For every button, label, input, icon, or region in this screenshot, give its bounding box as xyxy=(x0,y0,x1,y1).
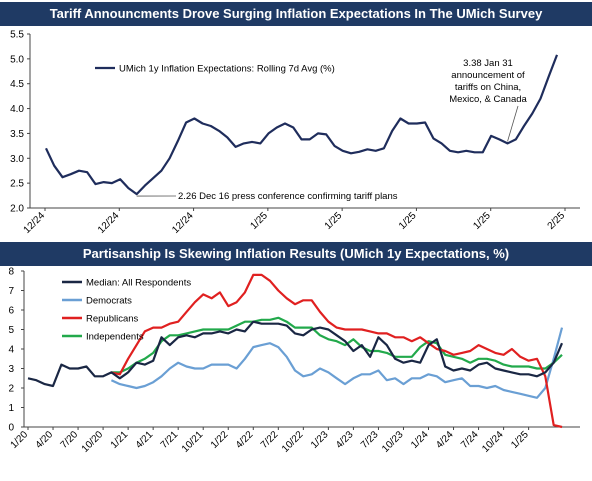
x-tick-label: 7/22 xyxy=(259,429,281,451)
x-tick-label: 1/25 xyxy=(397,210,419,232)
y-tick-label: 2.5 xyxy=(10,179,24,190)
bottom-chart-legend: Median: All Respondents Democrats Republic… xyxy=(62,278,191,343)
x-tick-label: 10/21 xyxy=(180,429,206,455)
y-tick-label: 5.5 xyxy=(10,30,24,41)
legend-label: UMich 1y Inflation Expectations: Rolling… xyxy=(119,64,335,75)
y-tick-label: 5 xyxy=(8,325,14,336)
x-tick-label: 1/24 xyxy=(409,429,431,451)
y-tick-label: 6 xyxy=(8,306,14,317)
y-tick-label: 5.0 xyxy=(10,54,24,65)
x-tick-label: 10/20 xyxy=(80,429,106,455)
x-tick-label: 1/22 xyxy=(209,429,231,451)
x-tick-label: 4/22 xyxy=(234,429,256,451)
x-tick-label: 12/24 xyxy=(96,210,122,236)
x-tick-label: 1/25 xyxy=(323,210,345,232)
x-tick-label: 7/24 xyxy=(459,429,481,451)
annotation-jan31-line: announcement of xyxy=(451,70,525,81)
x-tick-label: 10/23 xyxy=(380,429,406,455)
x-tick-label: 7/23 xyxy=(359,429,381,451)
legend-label: Median: All Respondents xyxy=(86,278,191,289)
y-tick-label: 4.5 xyxy=(10,79,24,90)
legend-label: Independents xyxy=(86,332,144,343)
annotation-jan31-line: 3.38 Jan 31 xyxy=(463,58,513,69)
x-tick-label: 10/24 xyxy=(480,429,506,455)
x-tick-label: 2/25 xyxy=(546,210,568,232)
x-tick-label: 7/20 xyxy=(59,429,81,451)
series-line-democrats xyxy=(110,327,564,399)
y-tick-label: 7 xyxy=(8,286,14,297)
y-tick-label: 3 xyxy=(8,364,14,375)
annotation-jan31-line: tariffs on China, xyxy=(455,82,521,93)
y-tick-label: 1 xyxy=(8,403,14,414)
series-line-republicans xyxy=(111,273,563,429)
series-line-umich-1y xyxy=(45,54,559,196)
x-tick-label: 4/23 xyxy=(334,429,356,451)
top-chart-title: Tariff Announcments Drove Surging Inflat… xyxy=(0,2,592,26)
x-tick-label: 1/23 xyxy=(309,429,331,451)
x-tick-label: 4/20 xyxy=(34,429,56,451)
x-tick-label: 1/25 xyxy=(509,429,531,451)
top-chart-lines xyxy=(45,54,559,196)
top-chart-legend: UMich 1y Inflation Expectations: Rolling… xyxy=(95,64,335,75)
x-tick-label: 1/21 xyxy=(109,429,131,451)
annotation-dec16: 2.26 Dec 16 press conference confirming … xyxy=(178,191,398,202)
x-tick-label: 7/21 xyxy=(159,429,181,451)
x-tick-label: 4/21 xyxy=(134,429,156,451)
y-tick-label: 8 xyxy=(8,267,14,278)
bottom-chart-title: Partisanship Is Skewing Inflation Result… xyxy=(0,242,592,266)
y-tick-label: 3.0 xyxy=(10,154,24,165)
annotation-leader-jan31 xyxy=(507,105,519,142)
y-tick-label: 0 xyxy=(8,423,14,434)
x-tick-label: 12/24 xyxy=(22,210,48,236)
x-tick-label: 1/25 xyxy=(471,210,493,232)
x-tick-label: 12/24 xyxy=(170,210,196,236)
y-tick-label: 3.5 xyxy=(10,129,24,140)
annotation-jan31-line: Mexico, & Canada xyxy=(449,94,527,105)
top-chart: 2.0 2.5 3.0 3.5 4.0 4.5 5.0 5.5 12/24 12/24 12/24 1… xyxy=(10,30,580,236)
y-tick-label: 4.0 xyxy=(10,104,24,115)
y-tick-label: 2.0 xyxy=(10,204,24,215)
x-tick-label: 1/25 xyxy=(248,210,270,232)
series-line-independents xyxy=(111,316,563,374)
x-tick-label: 4/24 xyxy=(434,429,456,451)
legend-label: Democrats xyxy=(86,296,132,307)
x-tick-label: 10/22 xyxy=(280,429,306,455)
y-tick-label: 4 xyxy=(8,345,14,356)
y-tick-label: 2 xyxy=(8,384,14,395)
bottom-chart-lines xyxy=(27,273,564,429)
legend-label: Republicans xyxy=(86,314,139,325)
top-chart-annotations: 2.26 Dec 16 press conference confirming … xyxy=(136,58,528,202)
series-line-median xyxy=(27,320,564,388)
